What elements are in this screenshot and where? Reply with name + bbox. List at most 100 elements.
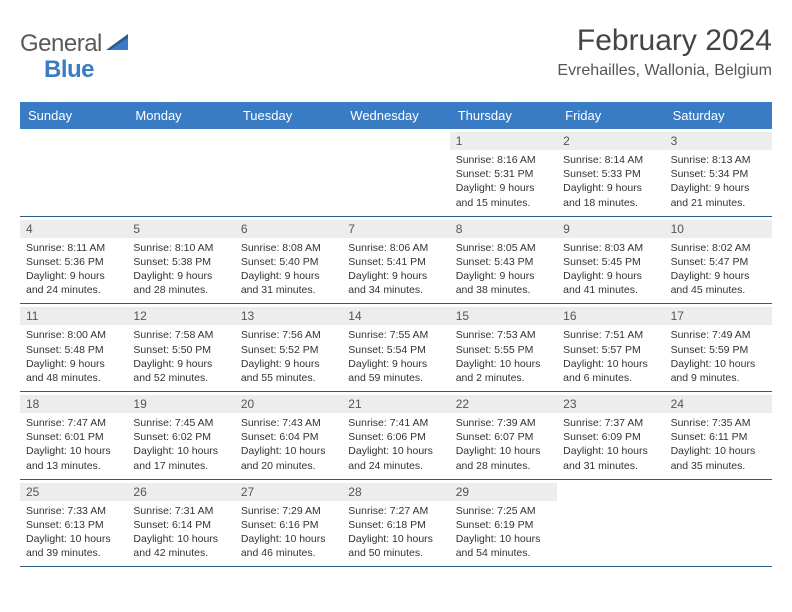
day-cell: 5 Sunrise: 8:10 AMSunset: 5:38 PMDaylight… [127,217,234,304]
sunset-text: Sunset: 5:40 PM [241,255,336,269]
daylight-text: Daylight: 9 hours and 52 minutes. [133,357,228,385]
day-number: 5 [127,220,234,238]
daylight-text: Daylight: 9 hours and 34 minutes. [348,269,443,297]
day-cell: 28 Sunrise: 7:27 AMSunset: 6:18 PMDayligh… [342,480,449,567]
week-row: 4Sunrise: 8:11 AMSunset: 5:36 PMDaylight… [20,217,772,305]
sunset-text: Sunset: 5:43 PM [456,255,551,269]
logo-triangle-icon [106,32,132,57]
sunrise-text: Sunrise: 8:00 AM [26,328,121,342]
day-cell: 17 Sunrise: 7:49 AMSunset: 5:59 PMDayligh… [665,304,772,391]
daylight-text: Daylight: 10 hours and 20 minutes. [241,444,336,472]
day-cell [127,129,234,216]
day-details: Sunrise: 7:41 AMSunset: 6:06 PMDaylight:… [348,416,443,473]
day-cell: 2 Sunrise: 8:14 AMSunset: 5:33 PMDaylight… [557,129,664,216]
sunrise-text: Sunrise: 8:06 AM [348,241,443,255]
sunrise-text: Sunrise: 7:43 AM [241,416,336,430]
sunset-text: Sunset: 5:55 PM [456,343,551,357]
day-number: 9 [557,220,664,238]
week-row: 18Sunrise: 7:47 AMSunset: 6:01 PMDayligh… [20,392,772,480]
dow-cell: Saturday [665,102,772,129]
daylight-text: Daylight: 10 hours and 2 minutes. [456,357,551,385]
day-cell: 10Sunrise: 8:02 AMSunset: 5:47 PMDayligh… [665,217,772,304]
day-details: Sunrise: 8:16 AMSunset: 5:31 PMDaylight:… [456,153,551,210]
daylight-text: Daylight: 9 hours and 18 minutes. [563,181,658,209]
daylight-text: Daylight: 10 hours and 42 minutes. [133,532,228,560]
day-number: 2 [557,132,664,150]
logo: General [20,30,134,58]
daylight-text: Daylight: 10 hours and 17 minutes. [133,444,228,472]
day-cell: 11Sunrise: 8:00 AMSunset: 5:48 PMDayligh… [20,304,127,391]
day-cell: 25Sunrise: 7:33 AMSunset: 6:13 PMDayligh… [20,480,127,567]
day-details: Sunrise: 8:11 AMSunset: 5:36 PMDaylight:… [26,241,121,298]
day-details: Sunrise: 7:33 AMSunset: 6:13 PMDaylight:… [26,504,121,561]
day-details: Sunrise: 8:05 AMSunset: 5:43 PMDaylight:… [456,241,551,298]
day-cell: 21 Sunrise: 7:41 AMSunset: 6:06 PMDayligh… [342,392,449,479]
daylight-text: Daylight: 9 hours and 59 minutes. [348,357,443,385]
day-number: 17 [665,307,772,325]
day-details: Sunrise: 7:31 AMSunset: 6:14 PMDaylight:… [133,504,228,561]
day-number: 20 [235,395,342,413]
day-of-week-header: SundayMondayTuesdayWednesdayThursdayFrid… [20,102,772,129]
day-cell: 12Sunrise: 7:58 AMSunset: 5:50 PMDayligh… [127,304,234,391]
week-row: 11Sunrise: 8:00 AMSunset: 5:48 PMDayligh… [20,304,772,392]
day-details: Sunrise: 8:14 AMSunset: 5:33 PMDaylight:… [563,153,658,210]
day-cell: 22Sunrise: 7:39 AMSunset: 6:07 PMDayligh… [450,392,557,479]
day-number: 28 [342,483,449,501]
day-details: Sunrise: 7:27 AMSunset: 6:18 PMDaylight:… [348,504,443,561]
day-cell: 8Sunrise: 8:05 AMSunset: 5:43 PMDaylight… [450,217,557,304]
daylight-text: Daylight: 9 hours and 15 minutes. [456,181,551,209]
day-details: Sunrise: 8:02 AMSunset: 5:47 PMDaylight:… [671,241,766,298]
daylight-text: Daylight: 10 hours and 28 minutes. [456,444,551,472]
day-number: 27 [235,483,342,501]
sunset-text: Sunset: 5:36 PM [26,255,121,269]
day-cell: 14Sunrise: 7:55 AMSunset: 5:54 PMDayligh… [342,304,449,391]
sunset-text: Sunset: 6:18 PM [348,518,443,532]
sunrise-text: Sunrise: 7:37 AM [563,416,658,430]
sunset-text: Sunset: 6:06 PM [348,430,443,444]
day-cell: 29 Sunrise: 7:25 AMSunset: 6:19 PMDayligh… [450,480,557,567]
day-number: 29 [450,483,557,501]
day-number: 1 [450,132,557,150]
day-cell: 13Sunrise: 7:56 AMSunset: 5:52 PMDayligh… [235,304,342,391]
sunrise-text: Sunrise: 7:53 AM [456,328,551,342]
sunrise-text: Sunrise: 7:47 AM [26,416,121,430]
sunset-text: Sunset: 6:02 PM [133,430,228,444]
dow-cell: Tuesday [235,102,342,129]
day-number: 6 [235,220,342,238]
day-number: 15 [450,307,557,325]
day-details: Sunrise: 7:35 AMSunset: 6:11 PMDaylight:… [671,416,766,473]
sunset-text: Sunset: 5:45 PM [563,255,658,269]
day-details: Sunrise: 7:49 AMSunset: 5:59 PMDaylight:… [671,328,766,385]
calendar-grid: SundayMondayTuesdayWednesdayThursdayFrid… [20,102,772,567]
day-details: Sunrise: 8:10 AMSunset: 5:38 PMDaylight:… [133,241,228,298]
daylight-text: Daylight: 10 hours and 31 minutes. [563,444,658,472]
sunset-text: Sunset: 6:14 PM [133,518,228,532]
sunset-text: Sunset: 6:07 PM [456,430,551,444]
daylight-text: Daylight: 9 hours and 31 minutes. [241,269,336,297]
daylight-text: Daylight: 10 hours and 39 minutes. [26,532,121,560]
day-cell: 27Sunrise: 7:29 AMSunset: 6:16 PMDayligh… [235,480,342,567]
day-cell [557,480,664,567]
day-details: Sunrise: 7:25 AMSunset: 6:19 PMDaylight:… [456,504,551,561]
daylight-text: Daylight: 10 hours and 50 minutes. [348,532,443,560]
day-details: Sunrise: 8:00 AMSunset: 5:48 PMDaylight:… [26,328,121,385]
sunrise-text: Sunrise: 7:29 AM [241,504,336,518]
day-cell: 26Sunrise: 7:31 AMSunset: 6:14 PMDayligh… [127,480,234,567]
location-text: Evrehailles, Wallonia, Belgium [557,62,772,80]
day-cell: 15 Sunrise: 7:53 AMSunset: 5:55 PMDayligh… [450,304,557,391]
sunrise-text: Sunrise: 8:11 AM [26,241,121,255]
dow-cell: Monday [127,102,234,129]
day-details: Sunrise: 7:45 AMSunset: 6:02 PMDaylight:… [133,416,228,473]
day-details: Sunrise: 8:06 AMSunset: 5:41 PMDaylight:… [348,241,443,298]
day-cell: 7Sunrise: 8:06 AMSunset: 5:41 PMDaylight… [342,217,449,304]
daylight-text: Daylight: 9 hours and 45 minutes. [671,269,766,297]
sunset-text: Sunset: 5:33 PM [563,167,658,181]
day-number: 21 [342,395,449,413]
day-number: 4 [20,220,127,238]
day-cell [665,480,772,567]
day-cell: 19 Sunrise: 7:45 AMSunset: 6:02 PMDayligh… [127,392,234,479]
week-row: 25Sunrise: 7:33 AMSunset: 6:13 PMDayligh… [20,480,772,568]
title-block: February 2024 Evrehailles, Wallonia, Bel… [557,24,772,80]
sunset-text: Sunset: 6:01 PM [26,430,121,444]
day-number: 19 [127,395,234,413]
